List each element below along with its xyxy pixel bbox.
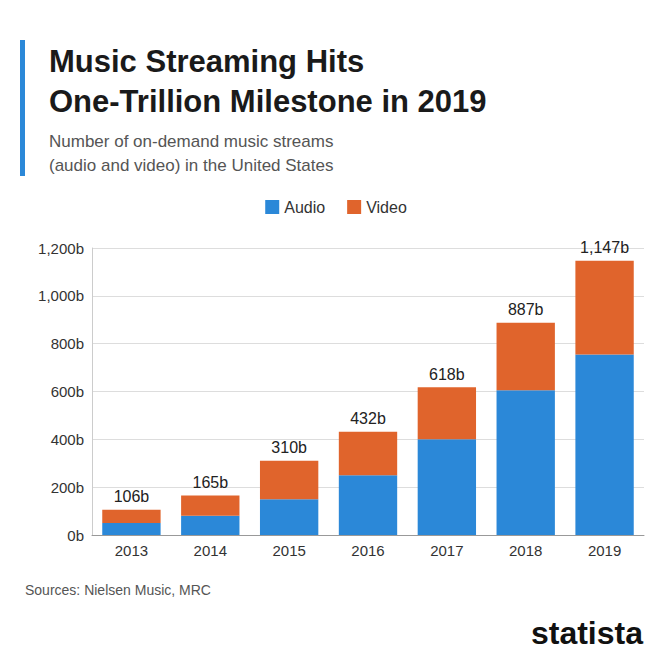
svg-text:Video: Video xyxy=(366,199,407,216)
svg-text:statista: statista xyxy=(531,615,643,651)
svg-text:200b: 200b xyxy=(51,479,84,496)
svg-text:Number of on-demand music stre: Number of on-demand music streams xyxy=(49,132,333,151)
svg-text:2018: 2018 xyxy=(509,542,542,559)
svg-text:400b: 400b xyxy=(51,431,84,448)
svg-text:2019: 2019 xyxy=(588,542,621,559)
svg-text:800b: 800b xyxy=(51,335,84,352)
svg-text:2014: 2014 xyxy=(194,542,227,559)
svg-text:310b: 310b xyxy=(271,439,307,456)
svg-text:2013: 2013 xyxy=(115,542,148,559)
svg-text:1,147b: 1,147b xyxy=(580,239,629,256)
svg-text:Audio: Audio xyxy=(284,199,325,216)
svg-text:0b: 0b xyxy=(67,527,84,544)
svg-text:Sources: Nielsen Music, MRC: Sources: Nielsen Music, MRC xyxy=(25,582,211,598)
svg-text:2015: 2015 xyxy=(272,542,305,559)
svg-text:432b: 432b xyxy=(350,410,386,427)
svg-text:1,200b: 1,200b xyxy=(38,240,84,257)
svg-text:106b: 106b xyxy=(114,488,150,505)
svg-text:618b: 618b xyxy=(429,366,465,383)
svg-text:(audio and video) in the Unite: (audio and video) in the United States xyxy=(49,156,333,175)
svg-text:887b: 887b xyxy=(508,301,544,318)
svg-text:One-Trillion Milestone in 2019: One-Trillion Milestone in 2019 xyxy=(49,84,487,119)
svg-text:1,000b: 1,000b xyxy=(38,287,84,304)
svg-text:600b: 600b xyxy=(51,383,84,400)
svg-text:2016: 2016 xyxy=(351,542,384,559)
svg-text:Music Streaming Hits: Music Streaming Hits xyxy=(49,44,364,79)
svg-text:165b: 165b xyxy=(192,474,228,491)
svg-text:2017: 2017 xyxy=(430,542,463,559)
